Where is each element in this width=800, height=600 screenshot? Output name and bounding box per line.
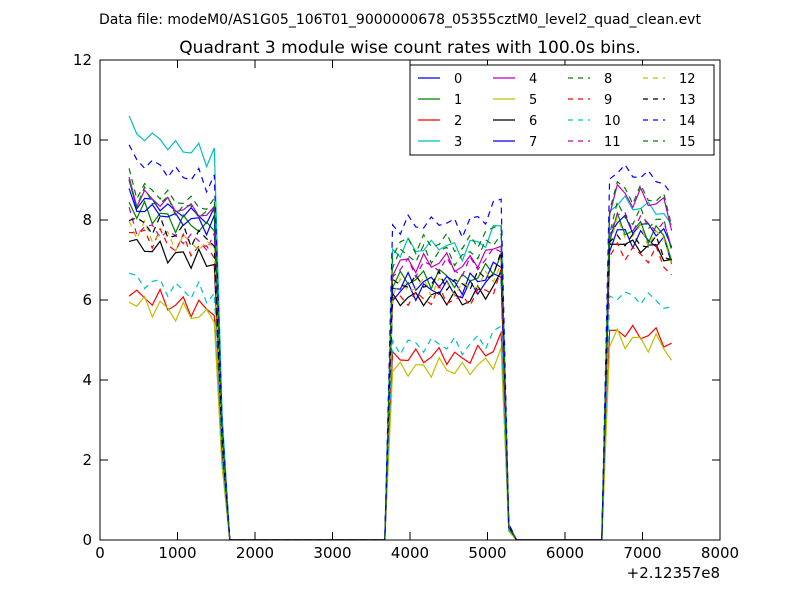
series-line-8 (128, 180, 673, 540)
series-line-15 (128, 168, 673, 540)
x-axis-offset-label: +2.12357e8 (627, 564, 720, 582)
legend-label-13: 13 (679, 93, 696, 108)
series-layer (128, 115, 673, 540)
x-tick-label: 8000 (701, 544, 739, 562)
series-line-12 (128, 215, 673, 540)
series-line-5 (128, 295, 673, 540)
y-tick-label: 10 (73, 131, 92, 149)
series-line-2 (128, 287, 672, 540)
legend-label-1: 1 (454, 93, 462, 108)
series-line-14 (128, 144, 673, 540)
series-line-13 (128, 214, 672, 540)
x-tick-label: 4000 (391, 544, 429, 562)
legend-label-5: 5 (529, 93, 537, 108)
legend-label-15: 15 (679, 135, 696, 150)
x-tick-label: 2000 (236, 544, 274, 562)
y-tick-label: 2 (82, 451, 92, 469)
series-line-6 (128, 238, 672, 540)
legend-label-8: 8 (604, 72, 612, 87)
series-line-10 (128, 272, 672, 540)
x-tick-label: 6000 (546, 544, 584, 562)
chart-suptitle: Data file: modeM0/AS1G05_106T01_90000006… (99, 12, 701, 28)
x-tick-label: 3000 (313, 544, 351, 562)
y-tick-label: 12 (73, 51, 92, 69)
legend-label-10: 10 (604, 114, 621, 129)
legend-label-12: 12 (679, 72, 696, 87)
legend-label-0: 0 (454, 72, 462, 87)
legend-label-3: 3 (454, 135, 462, 150)
series-line-0 (128, 179, 673, 540)
y-tick-label: 6 (82, 291, 92, 309)
series-line-4 (128, 176, 673, 540)
legend-label-6: 6 (529, 114, 537, 129)
x-tick-label: 0 (95, 544, 105, 562)
series-line-1 (128, 199, 673, 540)
series-line-9 (129, 227, 673, 540)
y-tick-label: 4 (82, 371, 92, 389)
x-tick-label: 7000 (623, 544, 661, 562)
x-axis: 0 1000 2000 3000 4000 5000 6000 7000 8000 (95, 60, 739, 562)
legend-label-7: 7 (529, 135, 537, 150)
legend-frame (409, 64, 715, 156)
legend-label-14: 14 (679, 114, 696, 129)
series-line-7 (128, 188, 673, 540)
legend-label-2: 2 (454, 114, 462, 129)
x-tick-label: 1000 (158, 544, 196, 562)
chart-title: Quadrant 3 module wise count rates with … (179, 38, 640, 58)
legend-label-11: 11 (604, 135, 621, 150)
y-tick-label: 8 (82, 211, 92, 229)
legend-label-9: 9 (604, 93, 612, 108)
series-line-3 (128, 115, 673, 540)
y-tick-label: 0 (82, 531, 92, 549)
x-tick-label: 5000 (468, 544, 506, 562)
series-line-11 (128, 207, 673, 540)
legend-label-4: 4 (529, 72, 537, 87)
